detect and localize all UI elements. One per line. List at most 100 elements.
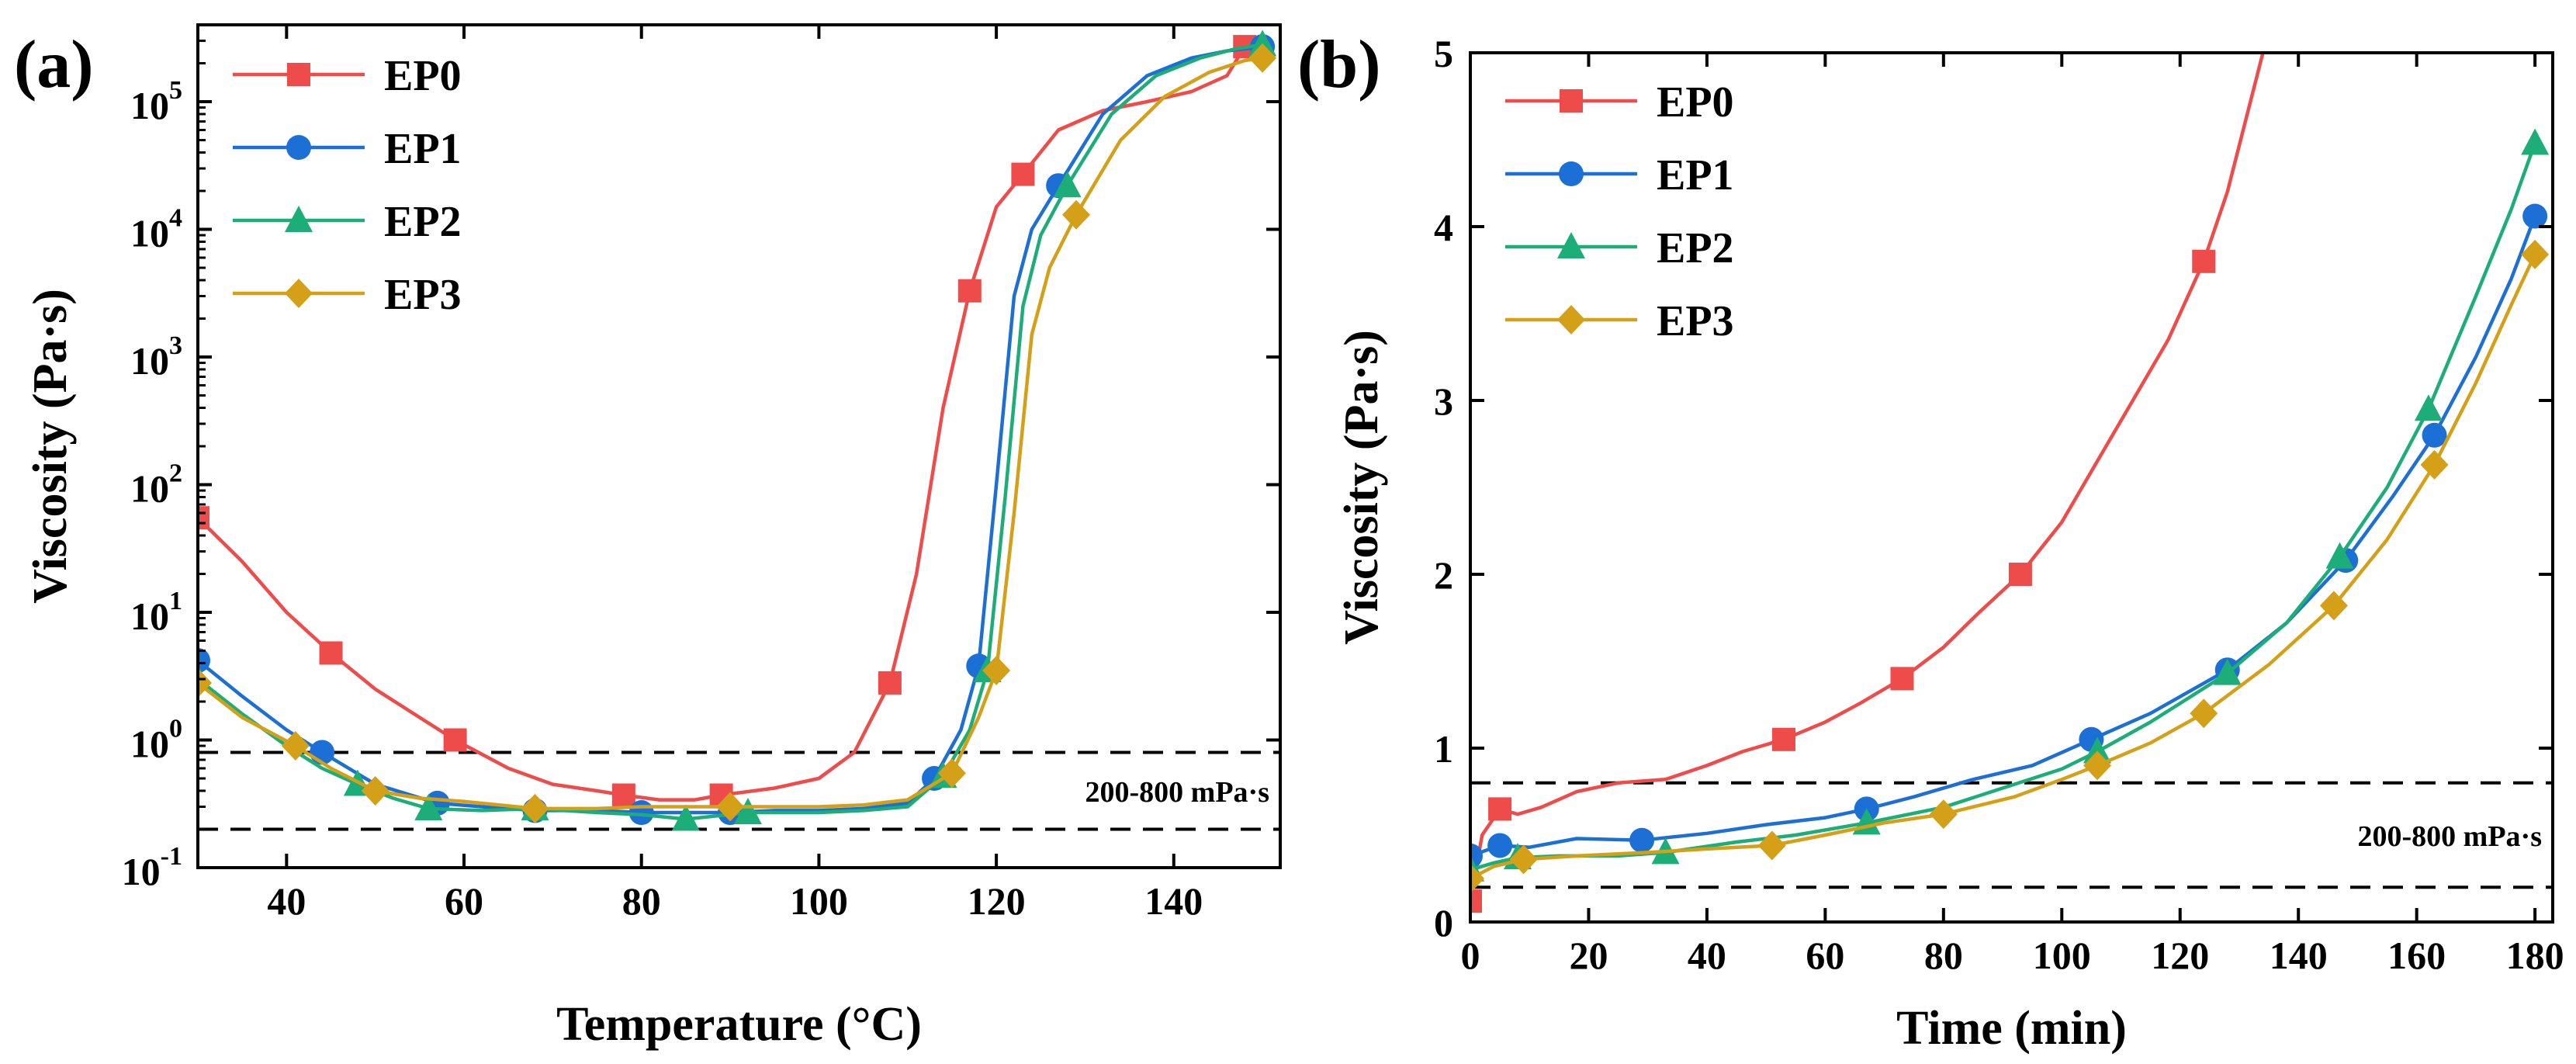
legend-label-ep3: EP3 <box>1657 297 1734 345</box>
x-axis-title-a: Temperature (°C) <box>556 998 922 1051</box>
x-tick-label: 120 <box>968 879 1026 923</box>
band-label-a: 200-800 mPa·s <box>1085 776 1269 809</box>
legend-label-ep2: EP2 <box>1657 224 1734 272</box>
y-tick-label: 105 <box>130 76 182 127</box>
data-point-ep0 <box>957 279 982 303</box>
x-tick-label: 80 <box>1924 934 1963 977</box>
data-point-ep3 <box>2521 239 2550 269</box>
data-point-ep1 <box>1629 827 1655 853</box>
data-point-ep3 <box>521 793 549 823</box>
data-point-ep0 <box>1890 667 1914 691</box>
data-point-ep2 <box>2414 394 2443 421</box>
data-point-ep2 <box>733 798 762 825</box>
data-point-ep3 <box>982 656 1011 686</box>
data-point-ep2 <box>1053 171 1082 198</box>
legend-marker-ep2 <box>1557 232 1585 258</box>
data-point-ep0 <box>1470 889 1482 913</box>
data-point-ep3 <box>1929 799 1958 830</box>
y-tick-label: 103 <box>130 331 182 383</box>
data-point-ep2 <box>2325 542 2354 569</box>
x-tick-label: 80 <box>622 879 661 923</box>
legend-label-ep1: EP1 <box>1657 151 1734 199</box>
y-tick-label: 104 <box>130 204 182 255</box>
y-tick-label: 101 <box>130 587 182 638</box>
band-label-b: 200-800 mPa·s <box>2358 820 2542 853</box>
data-point-ep3 <box>2083 750 2112 781</box>
data-point-ep0 <box>1772 727 1796 751</box>
y-tick-label: 100 <box>130 715 182 766</box>
legend-label-ep3: EP3 <box>384 271 462 319</box>
x-tick-label: 180 <box>2506 934 2564 977</box>
legend-label-ep1: EP1 <box>384 125 462 173</box>
data-point-ep2 <box>2521 128 2550 155</box>
x-tick-label: 140 <box>1144 879 1203 923</box>
data-point-ep0 <box>878 671 902 695</box>
legend-marker-ep0 <box>1560 89 1583 113</box>
data-point-ep0 <box>2008 563 2032 586</box>
series-line-ep2 <box>1470 141 2537 872</box>
y-tick-label: 3 <box>1434 380 1453 423</box>
panel-label-a: (a) <box>14 27 94 102</box>
legend-marker-ep1 <box>286 135 311 160</box>
legend-label-ep2: EP2 <box>384 198 462 246</box>
data-point-ep3 <box>937 758 966 788</box>
data-point-ep0 <box>1488 797 1512 821</box>
data-point-ep2 <box>671 804 700 831</box>
legend-label-ep0: EP0 <box>384 52 462 100</box>
data-point-ep3 <box>2420 449 2449 480</box>
data-point-ep3 <box>281 731 310 761</box>
series-line-ep1 <box>1470 214 2537 858</box>
series-line-ep3 <box>198 56 1265 811</box>
legend-marker-ep3 <box>1557 305 1585 334</box>
data-point-ep1 <box>198 647 210 673</box>
data-point-ep0 <box>443 728 467 752</box>
x-tick-label: 60 <box>445 879 483 923</box>
series-line-ep0 <box>1470 53 2265 903</box>
data-point-ep2 <box>2213 658 2242 685</box>
y-tick-label: 10-1 <box>122 842 182 893</box>
x-tick-label: 20 <box>1569 934 1608 977</box>
data-point-ep1 <box>2422 422 2447 448</box>
x-tick-label: 60 <box>1806 934 1844 977</box>
series-line-ep1 <box>198 44 1265 815</box>
x-tick-label: 0 <box>1461 934 1480 977</box>
x-tick-label: 40 <box>1688 934 1726 977</box>
data-point-ep3 <box>1757 830 1786 861</box>
y-tick-label: 102 <box>130 459 182 511</box>
series-line-ep3 <box>1470 252 2537 881</box>
panel-label-b: (b) <box>1297 27 1381 102</box>
data-point-ep3 <box>361 775 390 806</box>
data-point-ep3 <box>198 667 212 698</box>
plot-frame-b <box>1469 51 2554 924</box>
data-point-ep3 <box>1062 199 1091 230</box>
data-point-ep3 <box>2319 591 2348 621</box>
x-tick-label: 40 <box>267 879 306 923</box>
data-point-ep2 <box>414 793 443 820</box>
data-point-ep2 <box>2083 736 2112 764</box>
legend-marker-ep3 <box>285 279 313 308</box>
y-axis-title-b: Viscosity (Pa·s) <box>1335 330 1388 645</box>
data-point-ep1 <box>1487 833 1513 858</box>
data-point-ep0 <box>611 783 635 807</box>
y-tick-label: 1 <box>1434 727 1453 771</box>
data-point-ep3 <box>2190 698 2218 729</box>
legend-label-ep0: EP0 <box>1657 78 1734 127</box>
x-tick-label: 160 <box>2387 934 2446 977</box>
legend-b: EP0 EP1 EP2 EP3 <box>1505 78 1734 345</box>
series-line-ep2 <box>198 43 1265 821</box>
x-tick-label: 140 <box>2270 934 2328 977</box>
data-point-ep0 <box>2192 249 2216 273</box>
x-axis-title-b: Time (min) <box>1896 1002 2127 1055</box>
legend-marker-ep0 <box>287 63 310 86</box>
legend-a: EP0 EP1 EP2 EP3 <box>233 52 462 319</box>
panel-a-temperature: (a) 40 60 80 100 120 140 10-1 100 101 102 103 104 10… <box>14 23 1282 1051</box>
x-tick-label: 100 <box>2033 934 2091 977</box>
y-tick-label: 5 <box>1434 32 1453 75</box>
data-point-ep3 <box>1509 844 1538 875</box>
data-point-ep3 <box>1248 43 1277 73</box>
legend-marker-ep2 <box>285 206 313 232</box>
y-tick-label: 2 <box>1434 553 1453 597</box>
y-tick-label: 0 <box>1434 901 1453 944</box>
data-point-ep0 <box>1011 162 1035 186</box>
